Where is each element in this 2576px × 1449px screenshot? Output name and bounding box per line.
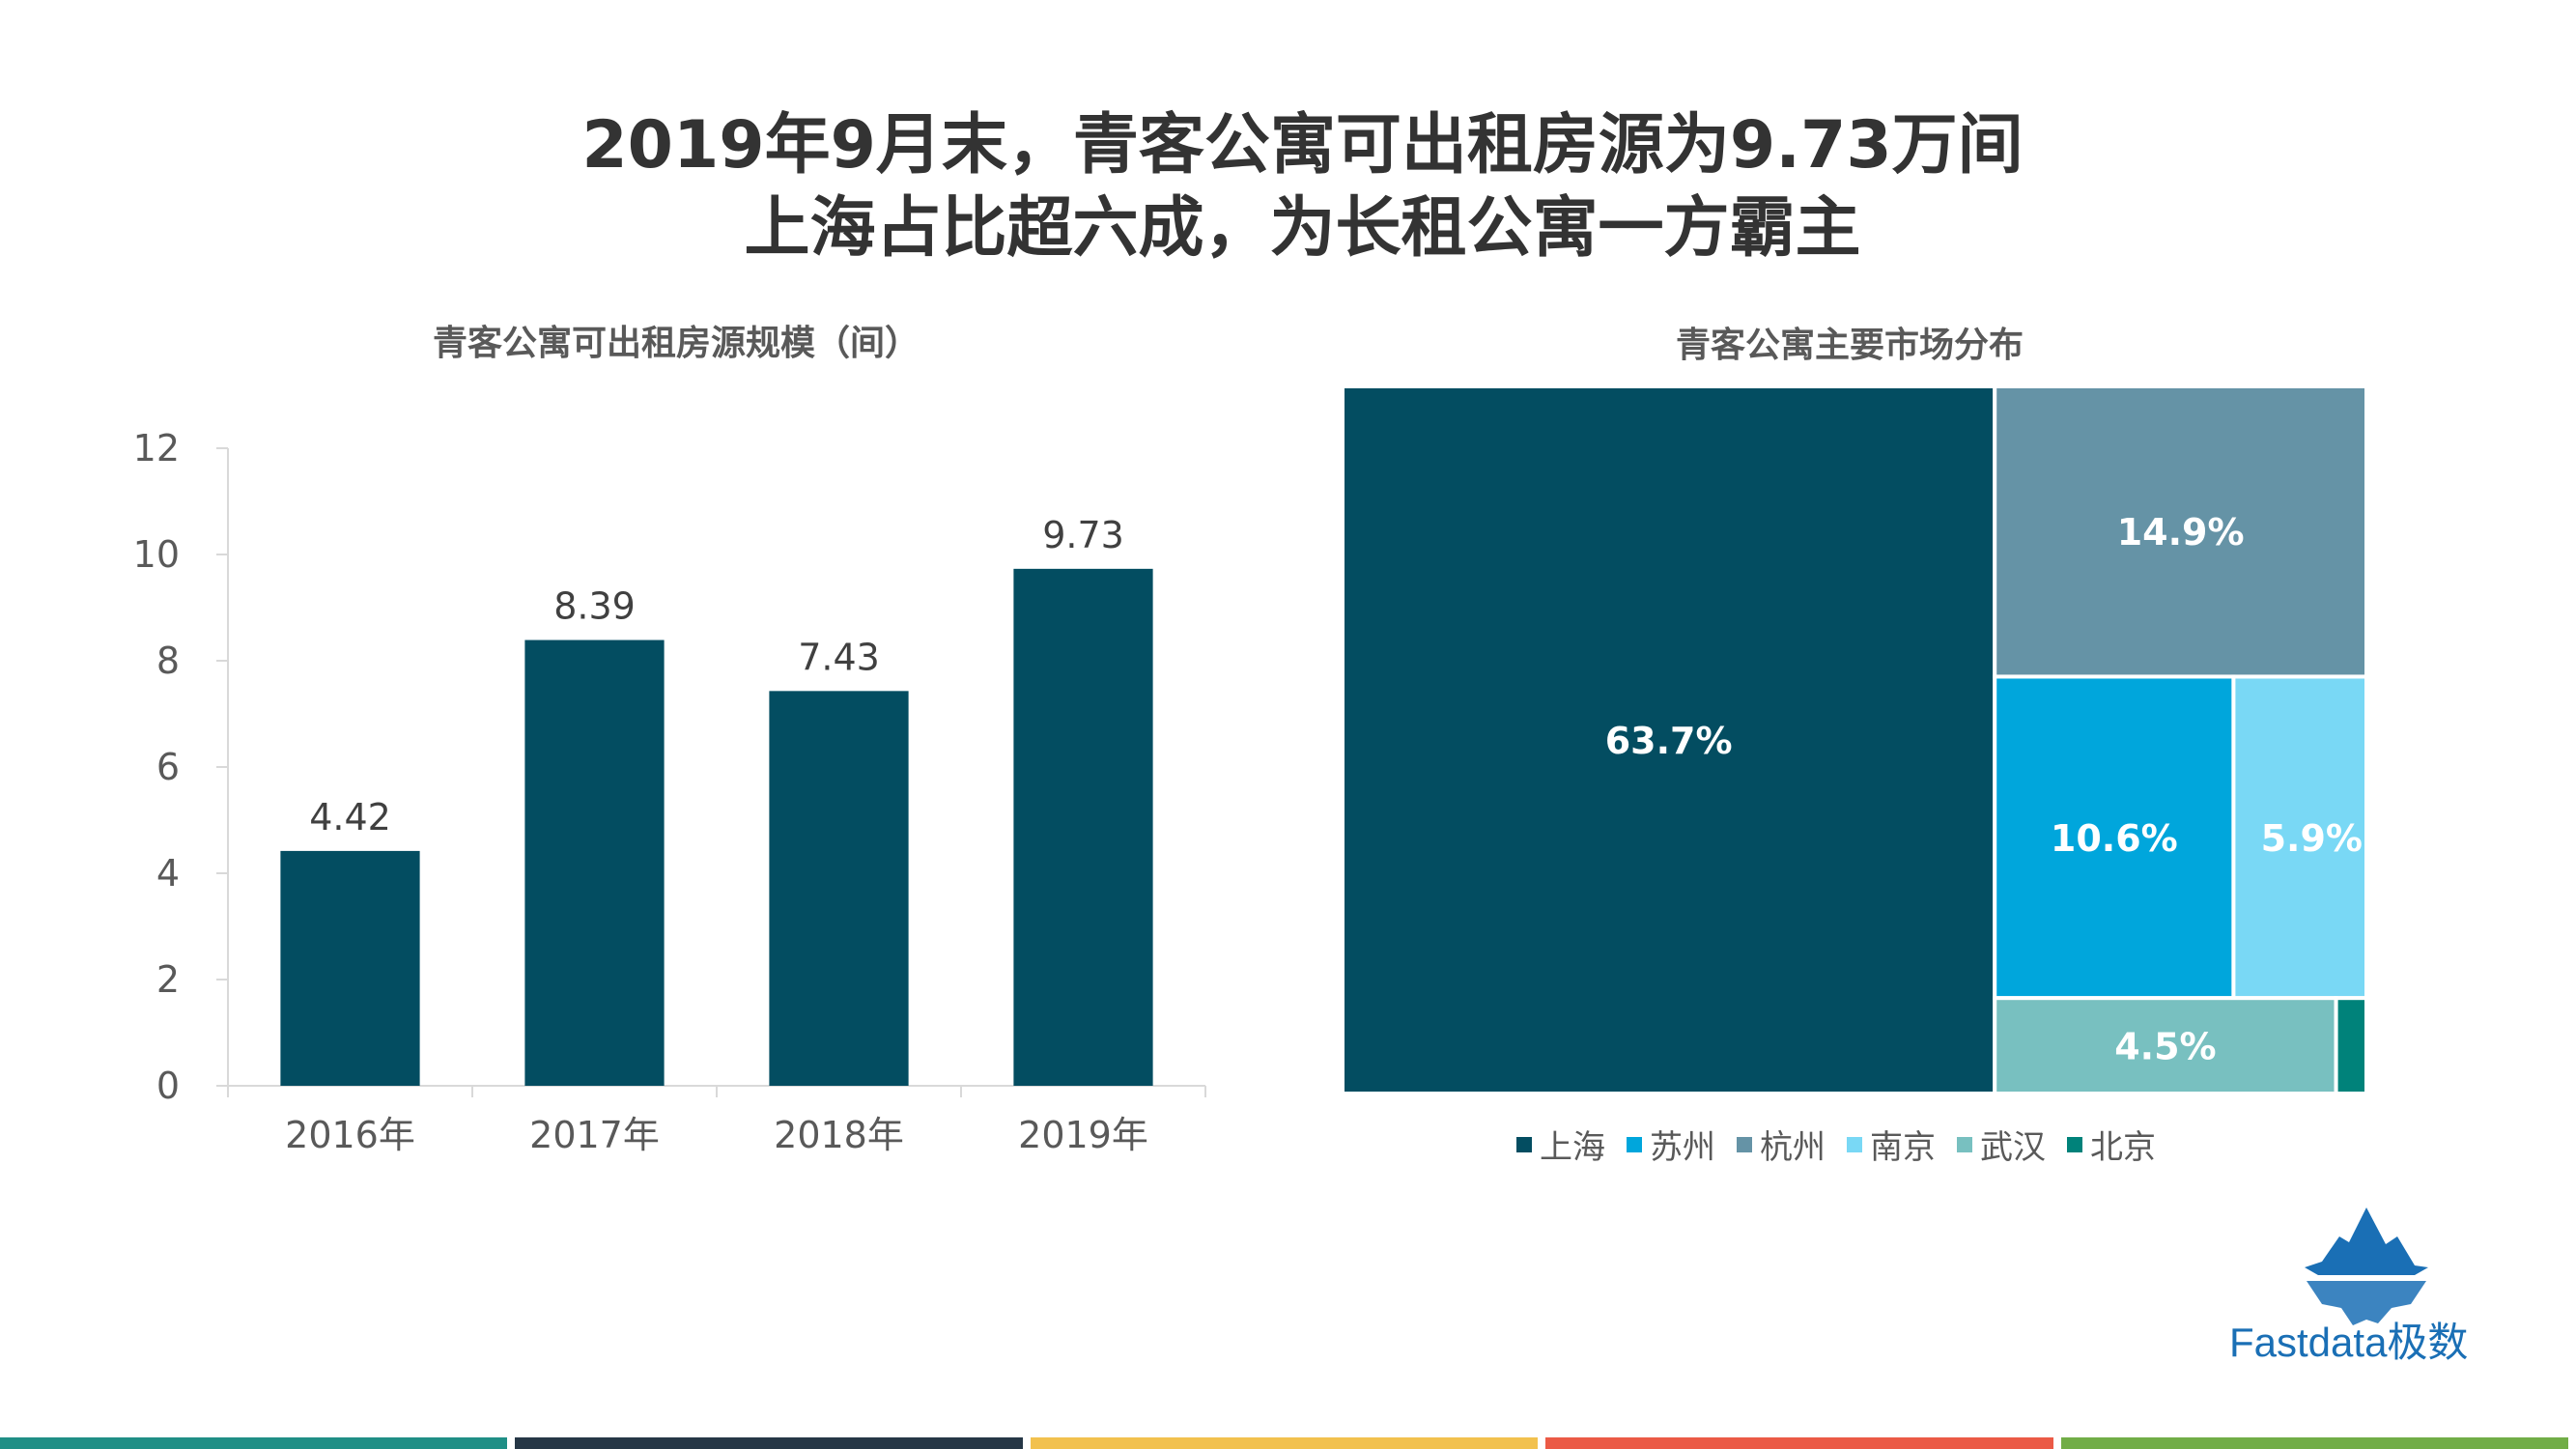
x-tick-label: 2019年 [1018,1114,1148,1156]
title-line-2: 上海占比超六成，为长租公寓一方霸主 [744,190,1861,267]
strip-segment [515,1437,1023,1449]
page-title: 2019年9月末，青客公寓可出租房源为9.73万间 上海占比超六成，为长租公寓一… [0,104,2576,270]
legend-label: 苏州 [1650,1128,1715,1167]
x-tick-label: 2018年 [774,1114,904,1156]
strip-segment [1030,1437,1539,1449]
y-tick-label: 6 [156,746,180,788]
title-line-1: 2019年9月末，青客公寓可出租房源为9.73万间 [581,107,2024,184]
treemap-label-wuhan: 4.5% [2114,1026,2216,1068]
y-tick-label: 0 [156,1065,180,1107]
y-tick-label: 10 [133,533,180,576]
treemap-label-suzhou: 10.6% [2051,817,2178,860]
strip-segment [2060,1437,2568,1449]
legend-swatch [1516,1136,1532,1152]
bar [1013,568,1153,1086]
treemap-label-hangzhou: 14.9% [2117,511,2245,554]
legend-item-wuhan: 武汉 [1957,1121,2046,1168]
legend-label: 上海 [1540,1128,1605,1167]
fastdata-logo [2305,1208,2428,1325]
bar-chart-title: 青客公寓可出租房源规模（间） [432,324,920,363]
treemap-title: 青客公寓主要市场分布 [1675,326,2024,365]
x-tick-label: 2017年 [529,1114,660,1156]
legend-swatch [1957,1136,1972,1152]
treemap-cell-shanghai [1341,384,1997,1095]
x-tick-label: 2016年 [285,1114,415,1156]
y-tick-label: 2 [156,958,180,1001]
legend-item-suzhou: 苏州 [1627,1121,1715,1168]
bar-value-label: 8.39 [553,585,636,628]
treemap-cell-beijing [2334,996,2368,1095]
treemap-cell-suzhou [1993,674,2236,1001]
legend-item-beijing: 北京 [2067,1121,2156,1168]
bar [280,850,420,1086]
bottom-color-strip [0,1437,2576,1449]
legend-item-nanjing: 南京 [1847,1121,1936,1168]
treemap-label-nanjing: 5.9% [2261,817,2363,860]
treemap-cell-nanjing [2231,674,2369,1001]
legend-swatch [1847,1136,1862,1152]
legend-label: 北京 [2090,1128,2156,1167]
legend-label: 武汉 [1980,1128,2046,1167]
treemap-legend: 上海 苏州 杭州 南京 武汉 北京 [1516,1121,2156,1168]
bar-value-label: 7.43 [798,636,880,678]
legend-swatch [1737,1136,1752,1152]
y-tick-label: 12 [133,427,180,469]
legend-label: 南京 [1870,1128,1936,1167]
legend-swatch [2067,1136,2082,1152]
legend-swatch [1627,1136,1642,1152]
bar [524,639,665,1086]
y-tick-label: 4 [156,852,180,895]
strip-segment [0,1437,508,1449]
bar [769,691,909,1086]
legend-label: 杭州 [1760,1128,1826,1167]
bar-value-label: 4.42 [309,796,391,838]
bar-value-label: 9.73 [1042,514,1124,556]
logo-text: Fastdata极数 [2229,1320,2469,1365]
iceberg-icon [2305,1208,2428,1325]
legend-item-hangzhou: 杭州 [1737,1121,1826,1168]
strip-segment [1545,1437,2053,1449]
legend-item-shanghai: 上海 [1516,1121,1605,1168]
treemap-label-shanghai: 63.7% [1605,720,1733,762]
y-tick-label: 8 [156,639,180,682]
treemap-cell-wuhan [1993,996,2338,1095]
